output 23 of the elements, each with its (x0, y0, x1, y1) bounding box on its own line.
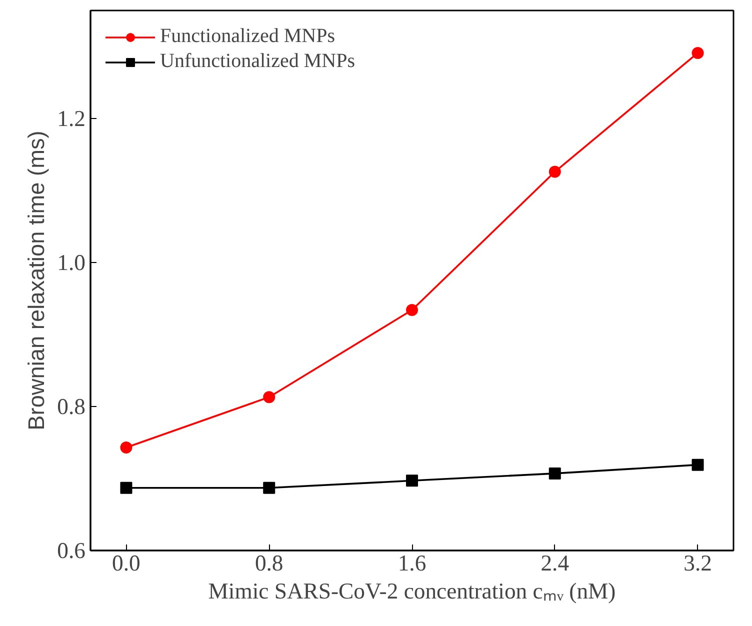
y-axis-title: Brownian relaxation time (ms) (23, 130, 50, 430)
point (406, 304, 418, 316)
y-tick-label: 1.2 (57, 106, 86, 131)
point (406, 474, 418, 487)
x-tick-label: 1.6 (398, 550, 426, 576)
x-tick-label: 2.4 (540, 550, 570, 576)
legend-label: Functionalized MNPs (160, 25, 335, 48)
point (692, 46, 704, 59)
point (120, 442, 132, 454)
point (548, 467, 561, 480)
point (692, 458, 704, 471)
x-tick-label: 0.8 (254, 550, 284, 576)
point (263, 482, 276, 494)
x-axis-title: Mimic SARS-CoV-2 concentration cₘᵥ (nM) (208, 578, 616, 604)
legend-label: Unfunctionalized MNPs (160, 50, 355, 73)
y-tick-label: 0.8 (57, 394, 86, 419)
point (548, 166, 561, 178)
x-tick-label: 3.2 (684, 550, 712, 576)
point (263, 391, 276, 404)
y-tick-label: 1.0 (57, 250, 86, 275)
x-tick-label: 0.0 (112, 550, 140, 576)
point (120, 482, 132, 494)
y-tick-label: 0.6 (57, 538, 86, 563)
